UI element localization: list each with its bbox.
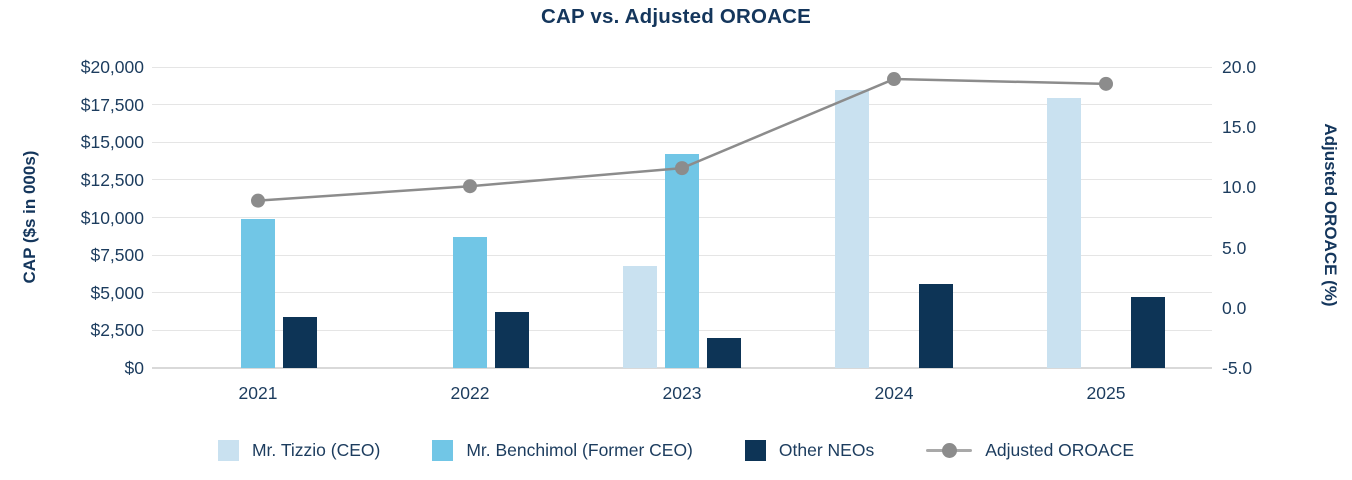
legend-item-bar-series-1: Mr. Benchimol (Former CEO) (432, 440, 693, 461)
oroace-line (257, 77, 1107, 202)
gridline (152, 141, 1212, 143)
gridline (152, 66, 1212, 68)
bar-2024-s0 (835, 89, 869, 368)
right-axis-tick: 20.0 (1222, 57, 1257, 77)
legend-swatch-icon (744, 440, 766, 461)
bar-2023-s2 (707, 337, 741, 368)
legend-label: Adjusted OROACE (985, 440, 1135, 460)
left-axis-tick: $10,000 (80, 207, 144, 228)
gridline (152, 367, 1212, 369)
left-axis-tick: $12,500 (80, 169, 144, 190)
left-axis-tick: $0 (124, 358, 144, 378)
bar-2024-s2 (919, 283, 953, 368)
left-axis-tick: $15,000 (80, 132, 144, 153)
bar-2023-s1 (665, 154, 699, 368)
bar-2025-s0 (1047, 97, 1081, 368)
legend-line-marker-icon (926, 443, 973, 458)
legend-item-bar-series-0: Mr. Tizzio (CEO) (217, 440, 381, 461)
right-axis-tick: 15.0 (1222, 117, 1257, 138)
legend-label: Mr. Tizzio (CEO) (251, 440, 381, 460)
legend-line-dot-icon (941, 443, 957, 458)
left-axis-tick: $7,500 (90, 245, 144, 266)
gridline (152, 104, 1212, 106)
x-axis-label-2025: 2025 (1086, 383, 1126, 403)
bar-2021-s1 (241, 219, 275, 368)
oroace-marker-2024 (887, 72, 901, 87)
right-axis-tick: 10.0 (1222, 177, 1257, 198)
right-axis-tick: 5.0 (1222, 237, 1247, 258)
bar-2021-s2 (283, 316, 317, 368)
x-axis-label-2023: 2023 (662, 383, 702, 403)
legend: Mr. Tizzio (CEO) Mr. Benchimol (Former CE… (0, 440, 1352, 461)
right-axis-tick: -5.0 (1222, 358, 1253, 378)
oroace-marker-2022 (463, 179, 477, 194)
right-axis-tick: 0.0 (1222, 297, 1247, 318)
bar-2022-s2 (495, 312, 529, 368)
x-axis-label-2021: 2021 (238, 383, 278, 403)
oroace-marker-2025 (1099, 76, 1113, 91)
left-axis-tick: $2,500 (90, 320, 144, 341)
plot-area (152, 66, 1212, 369)
left-axis-tick: $20,000 (80, 57, 144, 77)
x-axis-label-2022: 2022 (450, 383, 490, 403)
legend-item-line-series: Adjusted OROACE (926, 440, 1134, 461)
bar-2023-s0 (623, 265, 657, 368)
left-axis-tick: $17,500 (80, 94, 144, 115)
bar-2022-s1 (453, 237, 487, 368)
legend-label: Mr. Benchimol (Former CEO) (466, 440, 693, 460)
right-axis-title: Adjusted OROACE (%) (1321, 123, 1340, 307)
legend-swatch-icon (217, 440, 239, 461)
legend-label: Other NEOs (778, 440, 875, 460)
oroace-marker-2021 (251, 193, 265, 208)
legend-swatch-icon (432, 440, 454, 461)
chart-title: CAP vs. Adjusted OROACE (540, 5, 811, 28)
legend-item-bar-series-2: Other NEOs (744, 440, 875, 461)
oroace-line-layer (251, 72, 1113, 208)
x-axis-label-2024: 2024 (874, 383, 914, 403)
left-axis-tick: $5,000 (90, 282, 144, 303)
oroace-marker-2023 (675, 161, 689, 176)
bar-2025-s2 (1131, 297, 1165, 368)
